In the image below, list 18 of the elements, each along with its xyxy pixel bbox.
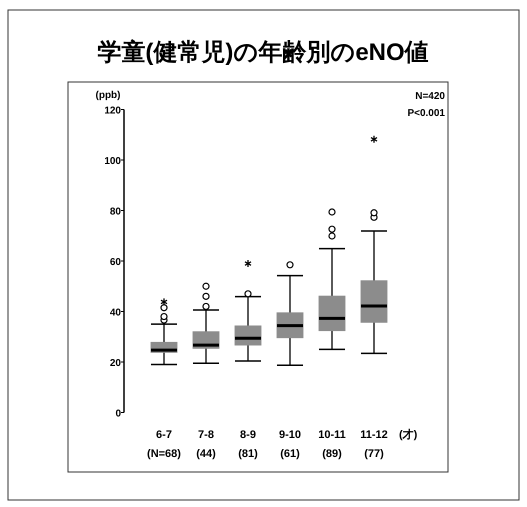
x-axis-title: (才): [399, 428, 418, 441]
y-tick-label: 100: [104, 156, 122, 167]
text: P<0.001: [407, 108, 446, 119]
chart-title: 学童(健常児)の年齢別のeNO値: [97, 38, 429, 66]
text: N=420: [415, 91, 446, 102]
x-tick-label: 8-9 (81): [238, 429, 258, 460]
x-tick-label: 11-12 (77): [360, 429, 388, 460]
y-tick-label: 80: [110, 206, 122, 218]
y-tick-label: 60: [110, 257, 122, 268]
y-axis-title: (ppb): [96, 90, 120, 101]
x-tick-label: 7-8 (44): [196, 429, 216, 460]
x-tick-label: 9-10 (61): [278, 429, 302, 460]
y-tick-label: 120: [104, 106, 122, 116]
x-tick-label: 6-7 (N=68): [147, 429, 182, 460]
y-tick-label: 40: [110, 308, 122, 318]
x-tick-label: 10-11 (89): [318, 429, 346, 460]
y-tick-label: 20: [110, 358, 122, 369]
y-tick-label: 0: [115, 408, 122, 420]
